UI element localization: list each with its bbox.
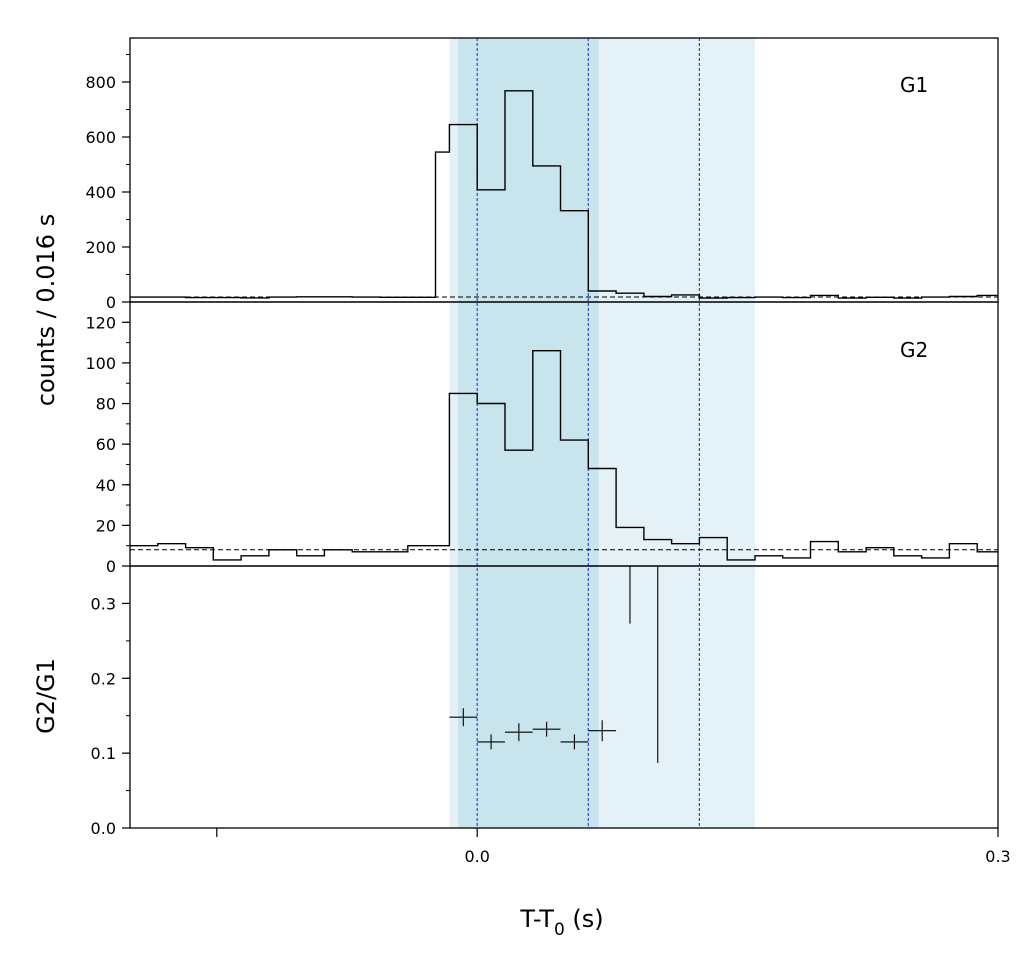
ratio-point-4 (560, 734, 589, 750)
y-tick-label-g1-0: 0 (106, 293, 116, 312)
ratio-point-3 (532, 721, 561, 737)
x-axis-title: T-T0 (s) (519, 905, 603, 940)
y-tick-label-ratio-3: 0.3 (91, 594, 116, 613)
y-tick-label-g2-3: 60 (96, 435, 116, 454)
shaded-intervals (449, 38, 755, 828)
y-axis-title-counts: counts / 0.016 s (32, 214, 60, 406)
ratio-point-2 (504, 723, 533, 742)
y-tick-label-g1-2: 400 (85, 183, 116, 202)
plot-content (130, 90, 998, 763)
shaded-region-1 (458, 38, 599, 828)
axes-frames (129, 37, 999, 829)
y-tick-label-g2-1: 20 (96, 516, 116, 535)
y-tick-label-g2-2: 40 (96, 476, 116, 495)
x-tick-label-2: 0.3 (985, 847, 1010, 866)
y-tick-label-g2-0: 0 (106, 557, 116, 576)
panel-label-g2: G2 (900, 338, 928, 362)
y-tick-label-g2-5: 100 (85, 354, 116, 373)
y-tick-label-ratio-1: 0.1 (91, 744, 116, 763)
y-tick-label-g1-3: 600 (85, 128, 116, 147)
panel-label-g1: G1 (900, 73, 928, 97)
x-axis-title-suffix: (s) (565, 905, 604, 933)
y-tick-label-g1-4: 800 (85, 73, 116, 92)
x-tick-label-1: 0.0 (464, 847, 489, 866)
ratio-point-1 (477, 734, 505, 750)
y-tick-label-ratio-2: 0.2 (91, 669, 116, 688)
histogram-g1 (130, 90, 998, 299)
x-axis-title-subscript: 0 (554, 920, 565, 940)
axis-ticks: 0 200 400 600 800 0 20 40 60 80 100 120 0.0 0.1 0.2 0.3… (85, 54, 1011, 866)
ratio-point-5 (588, 720, 617, 742)
panel-frame-2 (129, 565, 999, 829)
ratio-point-0 (449, 708, 478, 727)
histogram-g2 (130, 350, 998, 561)
y-tick-label-g2-6: 120 (85, 313, 116, 332)
y-tick-label-ratio-0: 0.0 (91, 819, 116, 838)
y-tick-label-g2-4: 80 (96, 395, 116, 414)
y-tick-label-g1-1: 200 (85, 238, 116, 257)
y-axis-title-ratio: G2/G1 (32, 658, 60, 734)
x-axis-title-main: T-T (519, 905, 554, 933)
